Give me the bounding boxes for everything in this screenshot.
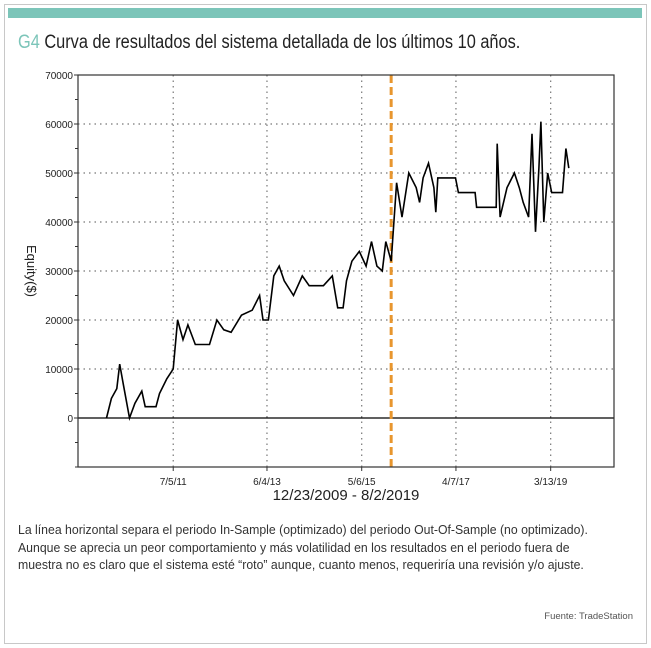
plot-area bbox=[77, 74, 615, 468]
y-tick-label: 0 bbox=[67, 414, 73, 425]
y-tick-label: 40000 bbox=[45, 218, 73, 229]
y-tick-label: 60000 bbox=[45, 120, 73, 131]
x-tick-label: 7/5/11 bbox=[160, 477, 187, 488]
figure-caption: La línea horizontal separa el periodo In… bbox=[18, 522, 588, 572]
y-tick-label: 30000 bbox=[45, 267, 73, 278]
y-tick-label: 70000 bbox=[45, 71, 73, 82]
figure-title-text: Curva de resultados del sistema detallad… bbox=[44, 32, 521, 53]
x-tick-label: 4/7/17 bbox=[442, 477, 470, 488]
y-axis-label: Equity($) bbox=[24, 245, 39, 297]
x-axis-label: 12/23/2009 - 8/2/2019 bbox=[273, 487, 420, 504]
x-tick-label: 5/6/15 bbox=[348, 477, 376, 488]
accent-bar bbox=[8, 8, 642, 18]
figure-frame bbox=[4, 4, 647, 644]
figure-tag: G4 bbox=[18, 32, 40, 53]
equity-line bbox=[105, 121, 570, 422]
y-tick-label: 50000 bbox=[45, 169, 73, 180]
figure-title: G4 Curva de resultados del sistema detal… bbox=[18, 32, 520, 54]
x-tick-label: 6/4/13 bbox=[253, 477, 281, 488]
y-tick-label: 20000 bbox=[45, 316, 73, 327]
grid bbox=[78, 75, 614, 467]
axis-ticks: 0 10000 20000 30000 40000 50000 60000 70000 7/5/… bbox=[45, 71, 568, 488]
figure-source: Fuente: TradeStation bbox=[544, 611, 633, 622]
x-tick-label: 3/13/19 bbox=[534, 477, 568, 488]
y-tick-label: 10000 bbox=[45, 365, 73, 376]
